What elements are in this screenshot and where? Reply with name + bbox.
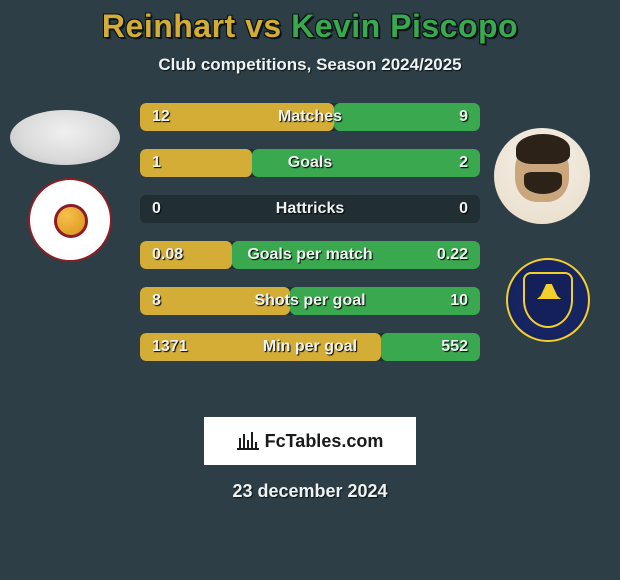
comparison-bars: 12 Matches 9 1 Goals 2 0 Hattricks 0 0.08 Goals pe… [140, 103, 480, 379]
bar-fill-player2 [252, 149, 480, 177]
page-title: Reinhart vs Kevin Piscopo [0, 0, 620, 45]
title-player2: Kevin Piscopo [291, 8, 518, 44]
stat-label: Min per goal [263, 338, 357, 356]
crest-shield-icon [523, 272, 573, 328]
brand-box: FcTables.com [204, 417, 416, 465]
stat-label: Goals [288, 154, 332, 172]
stat-row: 1 Goals 2 [140, 149, 480, 177]
fctables-logo-icon [237, 430, 259, 452]
stat-value-player2: 2 [459, 154, 468, 172]
stat-label: Goals per match [247, 246, 372, 264]
date-label: 23 december 2024 [0, 481, 620, 502]
stat-value-player2: 0 [459, 200, 468, 218]
stat-row: 12 Matches 9 [140, 103, 480, 131]
title-player1: Reinhart [102, 8, 236, 44]
stat-value-player2: 552 [441, 338, 468, 356]
stat-row: 0 Hattricks 0 [140, 195, 480, 223]
player2-avatar [494, 128, 590, 224]
stat-row: 1371 Min per goal 552 [140, 333, 480, 361]
stat-value-player2: 9 [459, 108, 468, 126]
crest-ball-icon [54, 204, 88, 238]
stat-row: 8 Shots per goal 10 [140, 287, 480, 315]
stat-value-player2: 0.22 [437, 246, 468, 264]
stat-value-player2: 10 [450, 292, 468, 310]
stat-row: 0.08 Goals per match 0.22 [140, 241, 480, 269]
club-crest-player1 [28, 178, 112, 262]
stat-label: Matches [278, 108, 342, 126]
stat-value-player1: 8 [152, 292, 161, 310]
club-crest-player2 [506, 258, 590, 342]
stat-value-player1: 1371 [152, 338, 188, 356]
stat-value-player1: 1 [152, 154, 161, 172]
stat-label: Shots per goal [254, 292, 365, 310]
stat-value-player1: 12 [152, 108, 170, 126]
player1-avatar [10, 110, 120, 165]
stat-value-player1: 0 [152, 200, 161, 218]
stat-label: Hattricks [276, 200, 344, 218]
avatar-beard-shape [524, 172, 562, 194]
stat-value-player1: 0.08 [152, 246, 183, 264]
title-vs: vs [245, 8, 282, 44]
bar-fill-player2 [334, 103, 480, 131]
brand-text: FcTables.com [265, 431, 384, 452]
avatar-hair-shape [516, 134, 570, 164]
infographic-root: Reinhart vs Kevin Piscopo Club competiti… [0, 0, 620, 502]
crest-figure-icon [535, 284, 563, 314]
subtitle: Club competitions, Season 2024/2025 [0, 55, 620, 75]
